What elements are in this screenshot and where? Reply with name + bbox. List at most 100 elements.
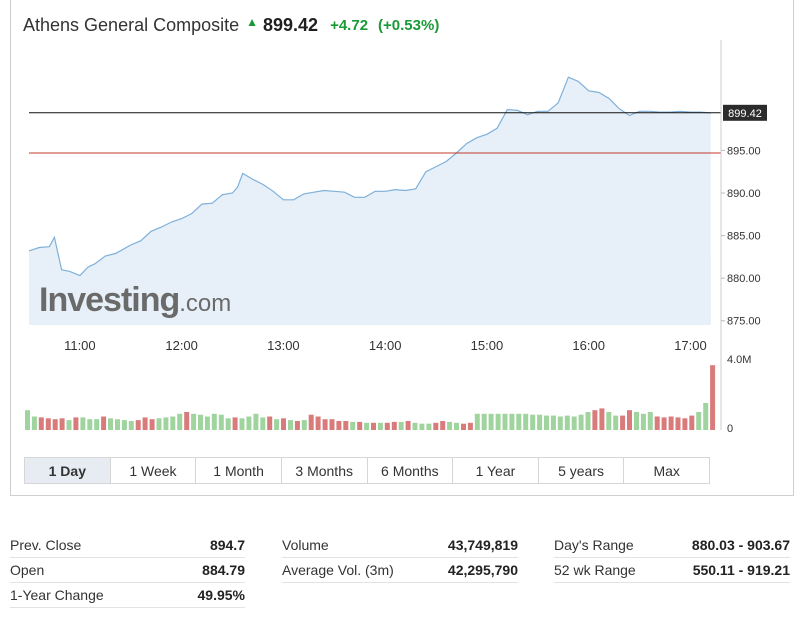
volume-bar <box>59 418 65 430</box>
volume-bar <box>412 422 418 430</box>
y-tick-label: 890.00 <box>727 188 761 200</box>
volume-bar <box>447 421 453 430</box>
volume-bar <box>419 423 425 430</box>
volume-bar <box>523 413 529 430</box>
volume-max-label: 4.0M <box>727 354 751 366</box>
volume-bar <box>25 410 30 430</box>
volume-bar <box>308 414 314 430</box>
volume-bar <box>377 422 383 430</box>
volume-bar <box>384 422 390 430</box>
volume-bar <box>288 420 293 430</box>
volume-bar <box>350 421 356 430</box>
stat-value: 884.79 <box>202 562 245 578</box>
logo-brand: Investing <box>39 281 179 319</box>
volume-bar <box>689 415 695 430</box>
volume-bar <box>142 417 148 430</box>
chart-header: Athens General Composite ▲ 899.42 +4.72 … <box>23 12 439 38</box>
x-tick-label: 14:00 <box>369 338 402 353</box>
volume-bar <box>564 415 570 430</box>
volume-bar <box>675 417 681 430</box>
volume-bar <box>135 420 141 430</box>
volume-bar <box>516 413 522 430</box>
investing-logo: Investing.com <box>39 281 231 319</box>
volume-bar <box>474 413 480 430</box>
range-tab-1-month[interactable]: 1 Month <box>196 458 282 483</box>
volume-bar <box>204 416 210 430</box>
index-change: +4.72 <box>330 16 369 34</box>
volume-bar <box>121 420 127 430</box>
volume-bar <box>530 414 536 430</box>
stat-volume: Volume 43,749,819 <box>282 533 518 558</box>
stat-value: 550.11 - 919.21 <box>692 562 790 578</box>
volume-bar <box>184 412 190 430</box>
volume-bar <box>599 408 605 430</box>
volume-bar <box>585 412 591 430</box>
y-tick-label: 875.00 <box>727 316 761 328</box>
volume-bar <box>260 417 266 430</box>
range-tab-5-years[interactable]: 5 years <box>538 458 625 483</box>
range-tab-1-week[interactable]: 1 Week <box>110 458 197 483</box>
volume-bar <box>80 417 86 430</box>
stat-52-week-range: 52 wk Range 550.11 - 919.21 <box>554 558 790 583</box>
price-chart[interactable]: Investing.com 899.42 875.00 880.00 885.00 8… <box>11 0 795 450</box>
volume-bar <box>94 419 100 430</box>
volume-bar <box>710 365 716 430</box>
stat-1-year-change: 1-Year Change 49.95% <box>10 583 245 608</box>
volume-bar <box>481 413 487 430</box>
volume-bar <box>647 412 653 430</box>
volume-bar <box>627 410 632 430</box>
range-tab-6-months[interactable]: 6 Months <box>367 458 454 483</box>
stat-value: 43,749,819 <box>447 537 518 553</box>
time-range-selector: 1 Day 1 Week 1 Month 3 Months 6 Months 1… <box>24 457 710 484</box>
volume-bar <box>101 416 107 430</box>
volume-bar <box>239 418 245 430</box>
range-tab-3-months[interactable]: 3 Months <box>281 458 368 483</box>
volume-bar <box>640 413 646 430</box>
y-tick-label: 885.00 <box>727 231 761 243</box>
volume-bar <box>606 412 612 430</box>
current-price-label: 899.42 <box>728 108 762 120</box>
volume-bar <box>578 414 584 430</box>
volume-bar <box>661 417 667 430</box>
volume-bar <box>38 417 44 430</box>
volume-bar <box>232 417 238 430</box>
volume-bar <box>502 413 508 430</box>
range-tab-1-day[interactable]: 1 Day <box>25 458 111 483</box>
range-tab-1-year[interactable]: 1 Year <box>453 458 539 483</box>
stat-value: 880.03 - 903.67 <box>691 537 790 553</box>
stat-label: Prev. Close <box>10 537 82 553</box>
x-tick-label: 12:00 <box>165 338 198 353</box>
volume-bar <box>467 422 473 430</box>
stat-value: 42,295,790 <box>447 562 518 578</box>
index-name: Athens General Composite <box>23 14 240 35</box>
volume-bar <box>592 410 598 430</box>
volume-bar <box>696 412 702 430</box>
volume-bar <box>31 416 37 430</box>
volume-bar <box>52 419 58 430</box>
chart-panel: Athens General Composite ▲ 899.42 +4.72 … <box>10 0 794 496</box>
volume-bar <box>682 418 688 430</box>
triangle-up-icon: ▲ <box>246 15 259 29</box>
y-tick-label: 895.00 <box>727 145 761 157</box>
volume-bar <box>336 421 342 430</box>
volume-bar <box>108 418 113 430</box>
range-tab-max[interactable]: Max <box>624 458 709 483</box>
current-price-marker <box>723 104 767 121</box>
stat-prev-close: Prev. Close 894.7 <box>10 533 245 558</box>
volume-bar <box>294 421 300 430</box>
volume-bar <box>398 421 404 430</box>
volume-bar <box>433 422 439 430</box>
volume-bar <box>613 415 619 430</box>
volume-bar <box>267 416 273 430</box>
volume-bar <box>343 421 349 430</box>
volume-bar <box>634 412 639 430</box>
volume-bar <box>191 413 197 430</box>
x-tick-label: 11:00 <box>64 338 96 353</box>
volume-bar <box>620 415 626 430</box>
volume-bar <box>357 421 363 430</box>
stat-value: 49.95% <box>197 587 245 603</box>
volume-bar <box>329 419 335 430</box>
y-tick-label: 880.00 <box>727 273 761 285</box>
volume-bar <box>364 422 370 430</box>
volume-bar <box>488 413 494 430</box>
